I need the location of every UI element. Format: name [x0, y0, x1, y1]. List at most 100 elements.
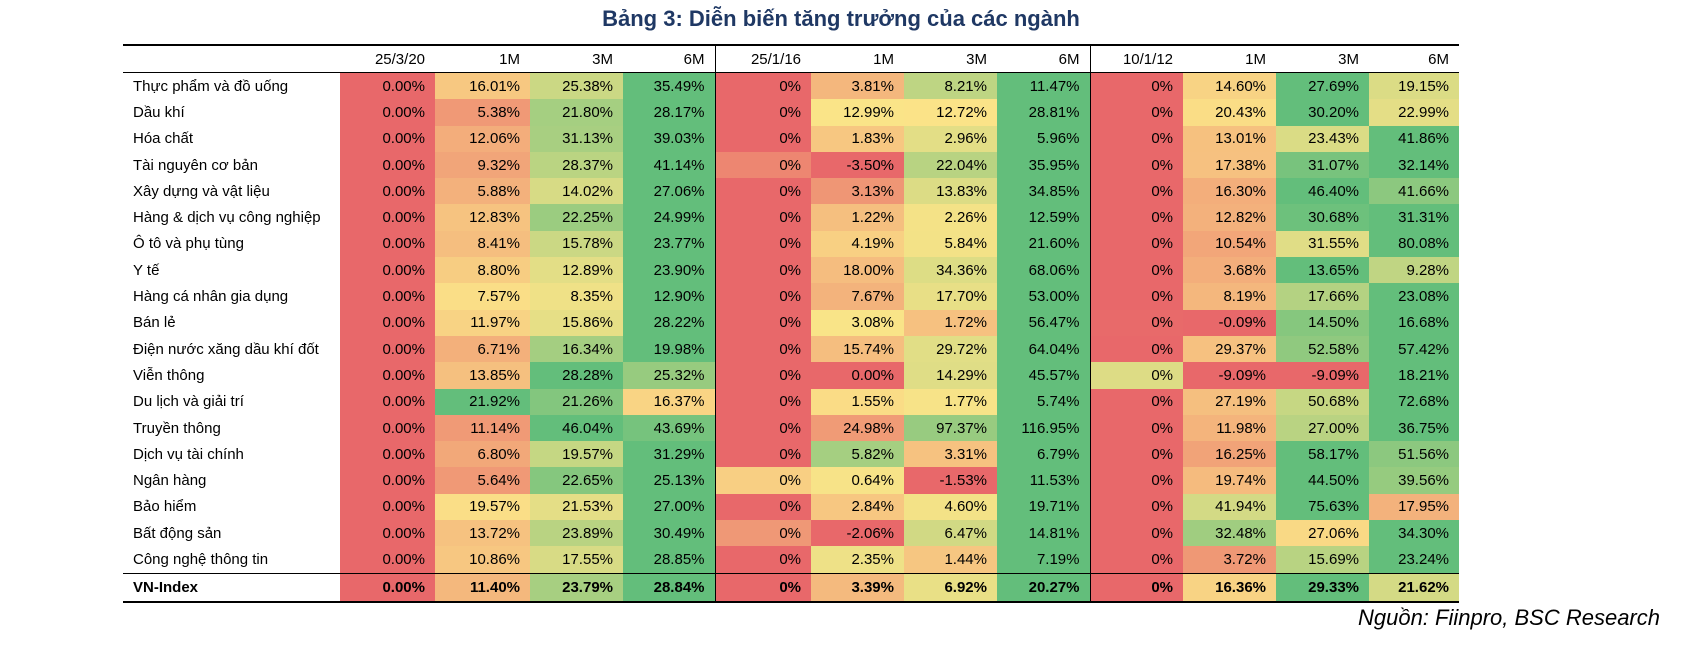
value-cell: 0% — [1089, 151, 1183, 179]
value-cell: 14.29% — [904, 362, 997, 389]
value-cell: 0% — [1089, 414, 1183, 442]
value-cell: 21.62% — [1369, 572, 1459, 603]
sector-name: Dịch vụ tài chính — [133, 445, 244, 463]
value-cell: 56.47% — [997, 309, 1090, 336]
value-cell: 0% — [1089, 441, 1183, 468]
value-cell: 45.57% — [997, 362, 1090, 389]
value-cell: 0% — [1089, 572, 1183, 603]
value-cell: 16.34% — [530, 335, 623, 363]
value-cell: 34.30% — [1369, 520, 1459, 547]
value-cell: 28.22% — [623, 309, 715, 336]
value-cell: 21.53% — [530, 493, 623, 521]
value-cell: 64.04% — [997, 335, 1090, 363]
value-cell: 31.55% — [1276, 230, 1369, 258]
value-cell: 0% — [1089, 309, 1183, 336]
value-cell: 9.28% — [1369, 257, 1459, 284]
table-row: Truyền thông 0.00% 11.14% 46.04% 43.69% 0% 24.… — [123, 414, 1459, 442]
value-cell: 3.81% — [811, 72, 904, 100]
sector-name: Du lịch và giải trí — [133, 393, 244, 411]
value-cell: -9.09% — [1276, 362, 1369, 389]
value-cell: 17.95% — [1369, 493, 1459, 521]
value-cell: 41.94% — [1183, 493, 1276, 521]
value-cell: 8.41% — [435, 230, 530, 258]
value-cell: 0% — [1089, 204, 1183, 231]
value-cell: 5.88% — [435, 178, 530, 205]
value-cell: 53.00% — [997, 283, 1090, 310]
value-cell: 0% — [714, 388, 811, 415]
sector-name: Thực phẩm và đồ uống — [133, 77, 289, 95]
header-col-6: 1M — [811, 44, 904, 73]
table-title: Bảng 3: Diễn biến tăng trưởng của các ng… — [602, 6, 1080, 31]
value-cell: 1.83% — [811, 125, 904, 152]
sector-name: Tài nguyên cơ bản — [133, 156, 258, 174]
value-cell: 5.82% — [811, 441, 904, 468]
header-col-10: 1M — [1183, 44, 1276, 73]
value-cell: 36.75% — [1369, 414, 1459, 442]
value-cell: 4.19% — [811, 230, 904, 258]
value-cell: 0.00% — [340, 520, 435, 547]
value-cell: 15.69% — [1276, 546, 1369, 574]
value-cell: 0% — [1089, 388, 1183, 415]
value-cell: 31.07% — [1276, 151, 1369, 179]
value-cell: 6.79% — [997, 441, 1090, 468]
value-cell: 12.59% — [997, 204, 1090, 231]
value-cell: 12.82% — [1183, 204, 1276, 231]
table-row: Hóa chất 0.00% 12.06% 31.13% 39.03% 0% 1.83% 2.… — [123, 125, 1459, 152]
value-cell: 6.92% — [904, 572, 997, 603]
table-row: Dầu khí 0.00% 5.38% 21.80% 28.17% 0% 12.99% 12.… — [123, 99, 1459, 126]
value-cell: 0.00% — [340, 72, 435, 100]
value-cell: 0% — [1089, 362, 1183, 389]
value-cell: 0.00% — [340, 546, 435, 574]
value-cell: 39.56% — [1369, 467, 1459, 494]
value-cell: 16.68% — [1369, 309, 1459, 336]
value-cell: -0.09% — [1183, 309, 1276, 336]
table-row: Ô tô và phụ tùng 0.00% 8.41% 15.78% 23.77% 0%… — [123, 230, 1459, 258]
header-col-3: 3M — [530, 44, 623, 73]
value-cell: 23.89% — [530, 520, 623, 547]
value-cell: 0.00% — [340, 178, 435, 205]
value-cell: 23.77% — [623, 230, 715, 258]
value-cell: 0% — [714, 520, 811, 547]
value-cell: 11.53% — [997, 467, 1090, 494]
value-cell: 0% — [1089, 257, 1183, 284]
value-cell: 0% — [1089, 335, 1183, 363]
value-cell: 29.72% — [904, 335, 997, 363]
value-cell: 9.32% — [435, 151, 530, 179]
value-cell: 0% — [714, 335, 811, 363]
value-cell: 12.83% — [435, 204, 530, 231]
value-cell: 0% — [714, 178, 811, 205]
value-cell: 29.33% — [1276, 572, 1369, 603]
value-cell: 12.90% — [623, 283, 715, 310]
value-cell: -2.06% — [811, 520, 904, 547]
total-row: VN-Index 0.00% 11.40% 23.79% 28.84% 0% 3.39% 6.… — [123, 572, 1459, 603]
value-cell: 17.38% — [1183, 151, 1276, 179]
value-cell: 19.98% — [623, 335, 715, 363]
value-cell: 0% — [714, 414, 811, 442]
value-cell: 2.96% — [904, 125, 997, 152]
value-cell: 0.00% — [340, 283, 435, 310]
value-cell: 0% — [714, 572, 811, 603]
value-cell: 57.42% — [1369, 335, 1459, 363]
value-cell: 0.00% — [340, 204, 435, 231]
value-cell: 1.72% — [904, 309, 997, 336]
value-cell: 0% — [714, 362, 811, 389]
value-cell: 0% — [714, 546, 811, 574]
value-cell: 24.98% — [811, 414, 904, 442]
sector-name: Công nghệ thông tin — [133, 550, 269, 568]
value-cell: 8.35% — [530, 283, 623, 310]
value-cell: 0% — [1089, 283, 1183, 310]
value-cell: 43.69% — [623, 414, 715, 442]
sector-name: Dầu khí — [133, 103, 185, 121]
value-cell: 41.66% — [1369, 178, 1459, 205]
value-cell: 23.24% — [1369, 546, 1459, 574]
value-cell: 13.01% — [1183, 125, 1276, 152]
sector-name: Hàng cá nhân gia dụng — [133, 288, 289, 306]
value-cell: 14.81% — [997, 520, 1090, 547]
value-cell: 0% — [714, 493, 811, 521]
value-cell: 0% — [1089, 99, 1183, 126]
value-cell: 28.37% — [530, 151, 623, 179]
value-cell: 30.68% — [1276, 204, 1369, 231]
header-col-11: 3M — [1276, 44, 1369, 73]
value-cell: 8.80% — [435, 257, 530, 284]
value-cell: 3.08% — [811, 309, 904, 336]
